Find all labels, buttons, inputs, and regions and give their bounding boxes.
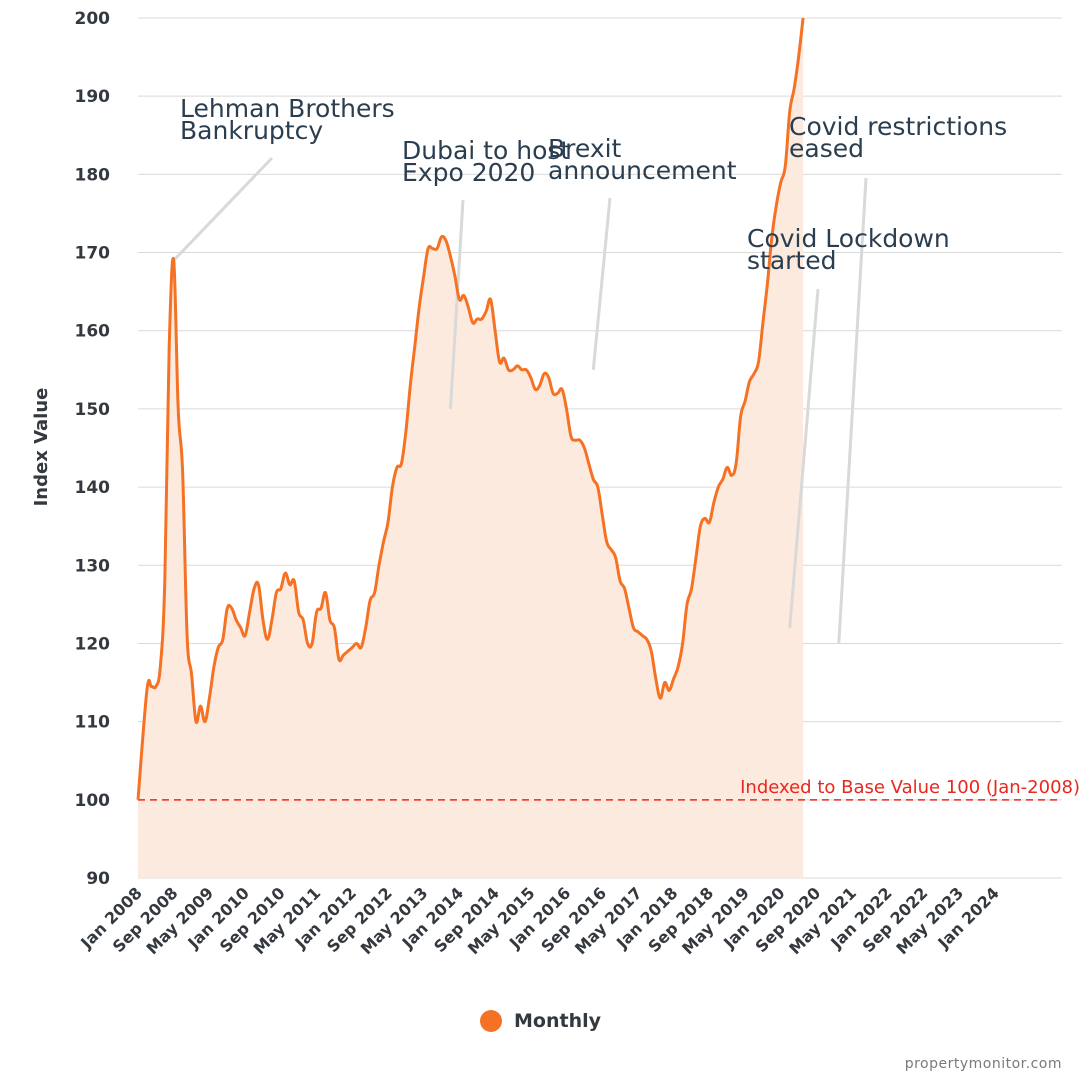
annotation-label: Dubai to host Expo 2020 bbox=[402, 136, 570, 187]
annotation-line: announcement bbox=[548, 156, 737, 185]
y-tick-label: 160 bbox=[75, 322, 111, 342]
chart: Indexed to Base Value 100 (Jan-2008) 90 1… bbox=[31, 9, 1080, 958]
annotation-label: Covid Lockdown started bbox=[747, 224, 950, 275]
series-area-monthly bbox=[138, 18, 804, 878]
annotation-label: Lehman Brothers Bankruptcy bbox=[180, 94, 395, 145]
y-tick-label: 190 bbox=[75, 87, 111, 107]
legend-label-monthly: Monthly bbox=[514, 1010, 601, 1032]
y-tick-label: 140 bbox=[75, 478, 111, 498]
y-tick-label: 100 bbox=[75, 791, 111, 811]
y-tick-label: 90 bbox=[86, 869, 110, 889]
annotation-connectors bbox=[172, 156, 868, 644]
annotation-connector bbox=[788, 288, 820, 628]
y-axis-label: Index Value bbox=[31, 388, 52, 507]
legend[interactable]: Monthly bbox=[480, 1010, 601, 1032]
y-tick-label: 120 bbox=[75, 634, 111, 654]
annotation-line: Lehman Brothers bbox=[180, 94, 395, 123]
annotation-line: eased bbox=[789, 134, 864, 163]
y-tick-label: 180 bbox=[75, 165, 111, 185]
annotation-connector bbox=[837, 177, 868, 644]
annotation-connector bbox=[448, 199, 465, 409]
reference-line-label: Indexed to Base Value 100 (Jan-2008) bbox=[740, 777, 1080, 798]
annotation-label: Covid restrictions eased bbox=[789, 112, 1007, 163]
y-tick-label: 110 bbox=[75, 713, 111, 733]
y-tick-label: 150 bbox=[75, 400, 111, 420]
annotation-label: Brexit announcement bbox=[548, 134, 737, 185]
annotation-line: Covid restrictions bbox=[789, 112, 1007, 141]
y-axis-ticks: 90 100 110 120 130 140 150 160 170 180 190 200 bbox=[75, 9, 111, 889]
annotation-line: Bankruptcy bbox=[180, 116, 323, 145]
credit-text: propertymonitor.com bbox=[904, 1056, 1062, 1072]
legend-marker-monthly bbox=[480, 1010, 502, 1032]
annotation-line: Dubai to host bbox=[402, 136, 570, 165]
annotation-line: Expo 2020 bbox=[402, 158, 535, 187]
annotation-connector bbox=[591, 197, 612, 370]
annotation-connector bbox=[172, 156, 274, 262]
annotation-line: started bbox=[747, 246, 836, 275]
annotation-line: Covid Lockdown bbox=[747, 224, 950, 253]
annotation-line: Brexit bbox=[548, 134, 622, 163]
y-tick-label: 130 bbox=[75, 556, 111, 576]
y-tick-label: 170 bbox=[75, 244, 111, 264]
series-line-monthly bbox=[136, 17, 805, 800]
y-tick-label: 200 bbox=[75, 9, 111, 29]
